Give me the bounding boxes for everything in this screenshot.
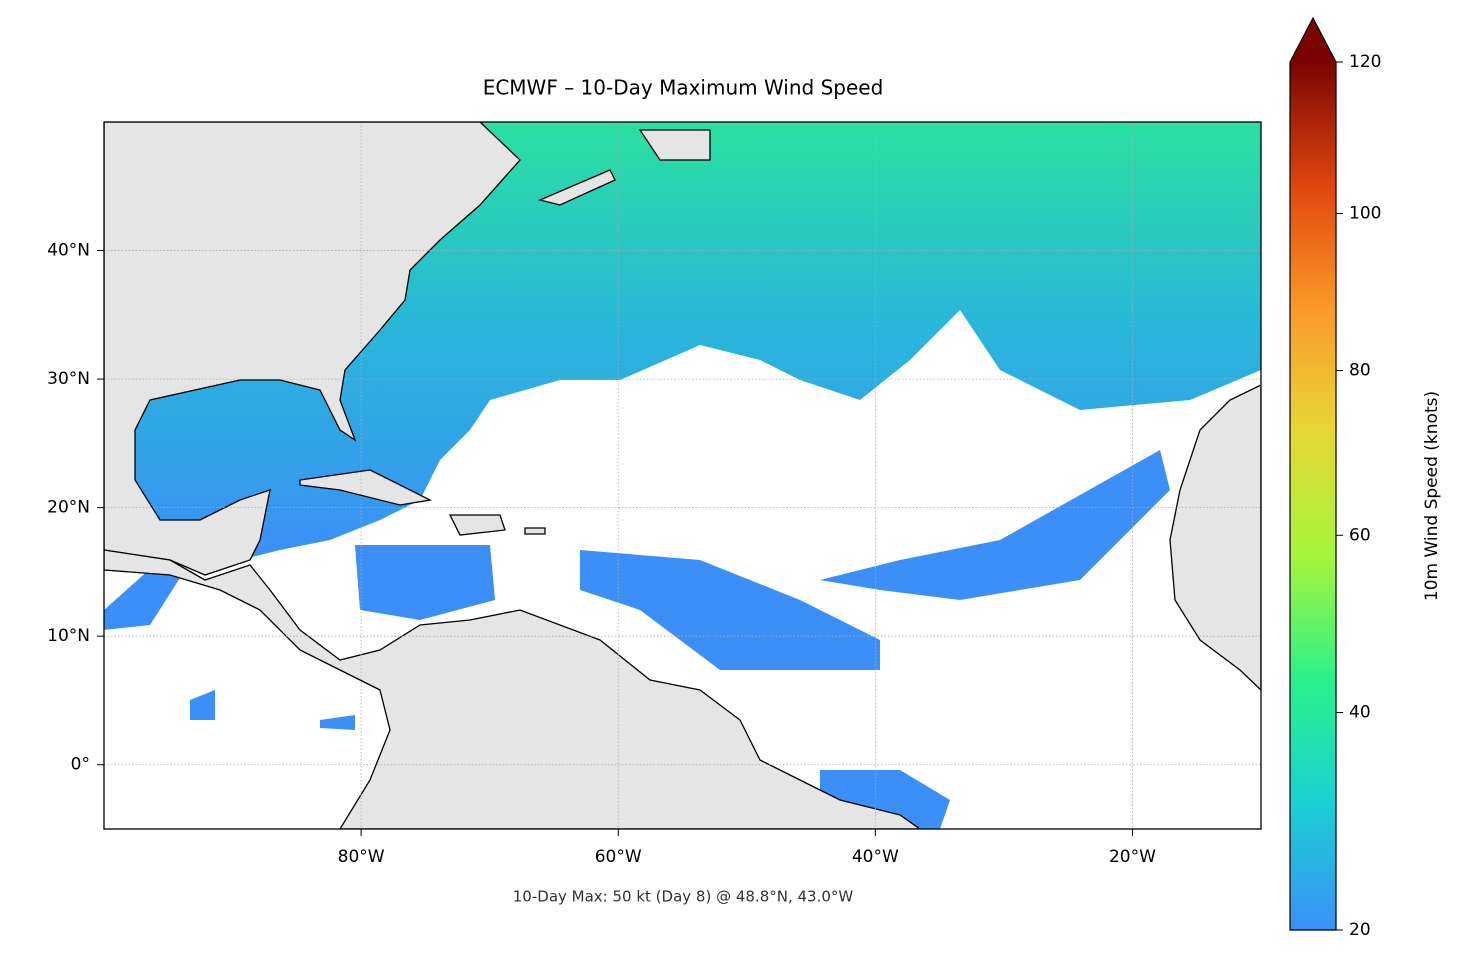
x-tick-label: 60°W: [595, 847, 642, 867]
y-tick-label: 0°: [71, 755, 90, 775]
colorbar-body: [1290, 62, 1336, 930]
colorbar-extend: [1290, 18, 1336, 62]
colorbar-tick-label: 120: [1349, 52, 1381, 72]
colorbar-tick-label: 20: [1349, 920, 1371, 940]
y-tick-label: 10°N: [47, 626, 90, 646]
colorbar: 20 40 60 80 100 120: [1289, 16, 1381, 940]
south-america: [104, 549, 922, 829]
x-tick-label: 20°W: [1109, 847, 1156, 867]
y-tick-label: 20°N: [47, 498, 90, 518]
colorbar-tick-label: 40: [1349, 703, 1371, 723]
colorbar-label: 10m Wind Speed (knots): [1422, 391, 1442, 601]
canada-islands: [537, 129, 711, 206]
plot-frame: [103, 121, 1262, 830]
axes: 80°W 60°W 40°W 20°W 0° 10°N 20°N 30°N 40°N: [47, 122, 1261, 867]
colorbar-tick-label: 100: [1349, 204, 1381, 224]
colorbar-frame: [1289, 16, 1337, 931]
colorbar-tick-label: 80: [1349, 361, 1371, 381]
chart-title: ECMWF – 10-Day Maximum Wind Speed: [483, 76, 884, 100]
y-tick-label: 40°N: [47, 241, 90, 261]
y-tick-label: 30°N: [47, 369, 90, 389]
x-tick-label: 40°W: [852, 847, 899, 867]
north-america: [104, 122, 521, 576]
colorbar-tick-label: 60: [1349, 525, 1371, 545]
x-tick-label: 80°W: [338, 847, 385, 867]
africa: [1169, 384, 1261, 691]
annotation: 10-Day Max: 50 kt (Day 8) @ 48.8°N, 43.0…: [513, 888, 854, 906]
map-area: [104, 122, 1261, 829]
